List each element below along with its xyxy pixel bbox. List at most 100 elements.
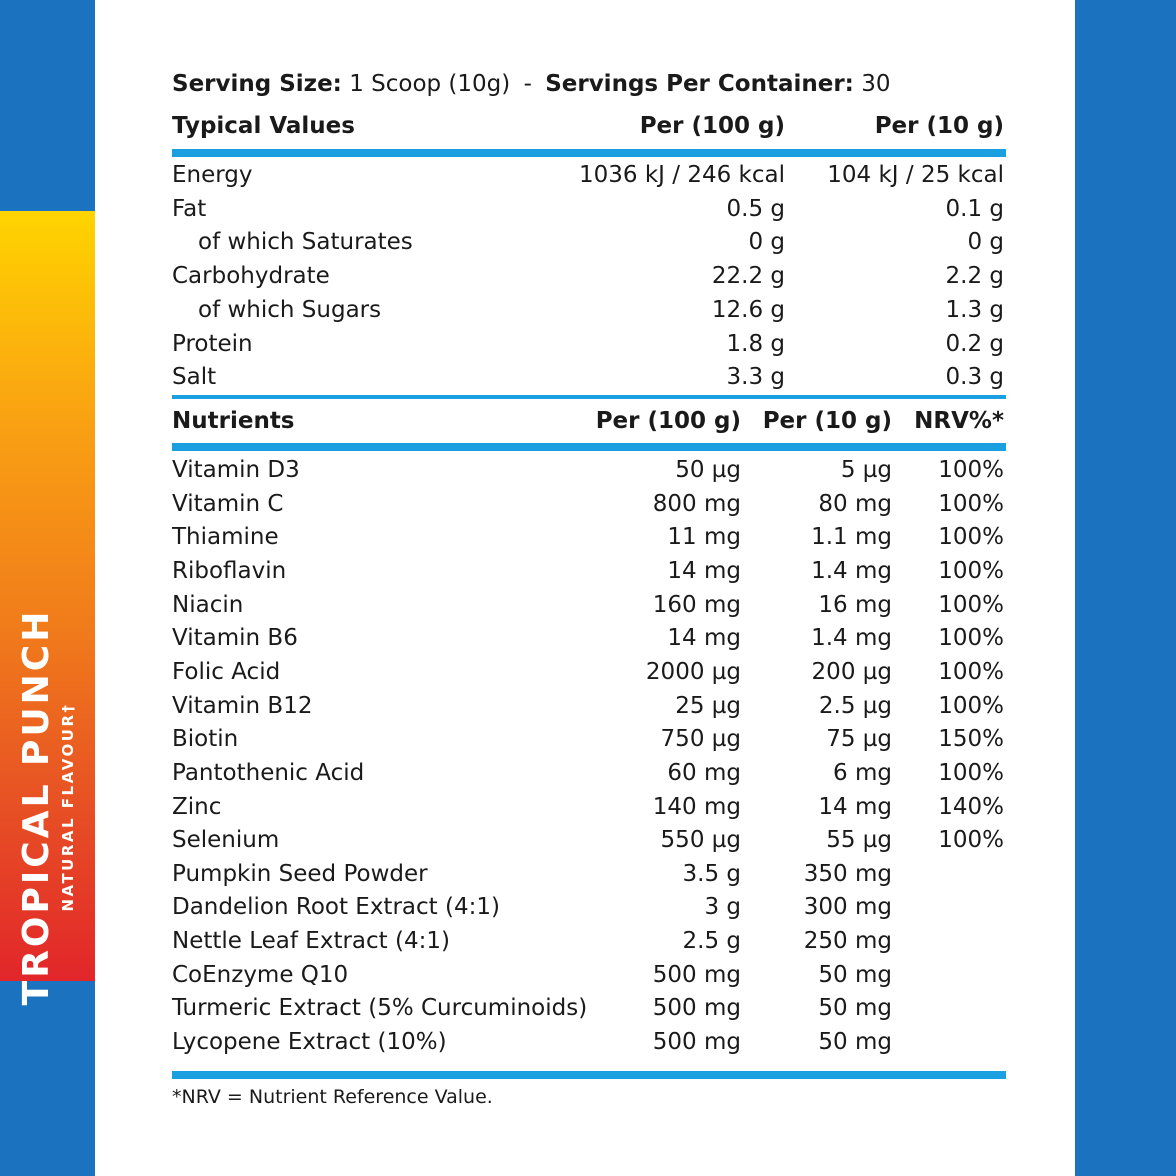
nutrient-row-per100: 160 mg [652, 591, 741, 618]
typical-row-per100: 0.5 g [726, 195, 786, 222]
nutrient-row: Selenium 550 µg 55 µg 100% [172, 823, 1006, 857]
nutrient-row-per100: 3.5 g [682, 860, 742, 887]
typical-row-per100: 22.2 g [711, 263, 785, 290]
typical-row-per10: 0 g [967, 229, 1004, 256]
nutrient-row-per100: 2.5 g [682, 928, 742, 955]
nutrient-row-per100: 500 mg [652, 961, 741, 988]
nutrient-row-per100: 25 µg [675, 692, 741, 719]
nutrient-row: Folic Acid 2000 µg 200 µg 100% [172, 655, 1006, 689]
nutrient-row-per100: 50 µg [675, 457, 741, 483]
nutrient-row-name: Riboflavin [172, 557, 287, 584]
nutrient-row-nrv: 100% [938, 557, 1004, 584]
nutrient-row: Lycopene Extract (10%) 500 mg 50 mg [172, 1025, 1006, 1059]
nutrient-row: Dandelion Root Extract (4:1) 3 g 300 mg [172, 890, 1006, 924]
typical-row-name: Fat [172, 195, 207, 222]
typical-row: Salt 3.3 g 0.3 g [172, 360, 1006, 394]
typical-header-name: Typical Values [172, 113, 355, 139]
typical-row-per100: 1.8 g [726, 330, 786, 357]
nutrient-row-per10: 14 mg [818, 793, 892, 820]
nutrient-row-name: Dandelion Root Extract (4:1) [172, 894, 500, 921]
nutrient-row-nrv: 100% [938, 625, 1004, 652]
typical-row-per10: 0.1 g [945, 195, 1005, 222]
nutrient-row-per10: 250 mg [803, 928, 892, 955]
nutrient-row-nrv: 100% [938, 759, 1004, 786]
typical-row-per100: 12.6 g [711, 296, 785, 323]
nutrient-row-per10: 350 mg [803, 860, 892, 887]
typical-row-name: Protein [172, 330, 253, 357]
nutrient-row-name: Niacin [172, 591, 244, 618]
nutrient-row-nrv: 100% [938, 524, 1004, 551]
nutrient-row: Turmeric Extract (5% Curcuminoids) 500 mg… [172, 991, 1006, 1025]
nutrients-header-rule [172, 443, 1006, 451]
typical-row-name: Carbohydrate [172, 263, 330, 290]
nutrient-row: Riboflavin 14 mg 1.4 mg 100% [172, 554, 1006, 588]
nutrient-row: Thiamine 11 mg 1.1 mg 100% [172, 520, 1006, 554]
nutrient-row: Vitamin B12 25 µg 2.5 µg 100% [172, 689, 1006, 723]
nutrient-row-per100: 14 mg [667, 625, 741, 652]
nutrient-row-per10: 1.1 mg [811, 524, 892, 551]
nrv-footnote: *NRV = Nutrient Reference Value. [172, 1086, 493, 1108]
typical-header-per100: Per (100 g) [639, 113, 785, 139]
nutrient-row-nrv: 150% [938, 726, 1004, 753]
typical-row-per10: 0.3 g [945, 364, 1005, 391]
nutrient-row-per10: 2.5 µg [818, 692, 892, 719]
nutrient-row-name: Selenium [172, 827, 280, 854]
nutrient-row-per100: 11 mg [667, 524, 741, 551]
nutrient-row: Pumpkin Seed Powder 3.5 g 350 mg [172, 857, 1006, 891]
nutrient-row-per10: 5 µg [840, 457, 892, 483]
nutrient-row-name: Nettle Leaf Extract (4:1) [172, 928, 450, 955]
nutrient-row-name: Thiamine [172, 524, 279, 551]
nutrient-row-name: Pumpkin Seed Powder [172, 860, 428, 887]
nutrient-row: Pantothenic Acid 60 mg 6 mg 100% [172, 756, 1006, 790]
nutrient-row: CoEnzyme Q10 500 mg 50 mg [172, 958, 1006, 992]
serving-size-value: 1 Scoop (10g) [349, 71, 511, 97]
typical-header-per10: Per (10 g) [874, 113, 1004, 139]
nutrient-row: Vitamin D3 50 µg 5 µg 100% [172, 453, 1006, 487]
nutrient-row-name: Vitamin B6 [172, 625, 298, 652]
nutrient-row-per10: 50 mg [818, 961, 892, 988]
nutrient-row-per100: 550 µg [660, 827, 741, 854]
nutrient-row-per10: 55 µg [826, 827, 892, 854]
nutrition-panel: Serving Size: 1 Scoop (10g) - Servings P… [172, 0, 1006, 1176]
nutrient-row: Nettle Leaf Extract (4:1) 2.5 g 250 mg [172, 924, 1006, 958]
flavour-name: TROPICAL PUNCH [16, 608, 57, 1006]
nutrients-header-name: Nutrients [172, 408, 295, 434]
typical-row-name: of which Saturates [198, 229, 413, 256]
serving-size-label: Serving Size: [172, 71, 342, 97]
flavour-label: TROPICAL PUNCH NATURAL FLAVOUR† [16, 609, 78, 1006]
nutrient-row-per100: 500 mg [652, 995, 741, 1022]
nutrients-header-per100: Per (100 g) [595, 408, 741, 434]
typical-row-per10: 104 kJ / 25 kcal [827, 162, 1004, 188]
nutrient-row-per10: 50 mg [818, 995, 892, 1022]
nutrient-row: Niacin 160 mg 16 mg 100% [172, 588, 1006, 622]
typical-header-rule [172, 149, 1006, 157]
flavour-band: TROPICAL PUNCH NATURAL FLAVOUR† [0, 211, 95, 1005]
typical-row: Energy 1036 kJ / 246 kcal 104 kJ / 25 kcal [172, 158, 1006, 192]
nutrients-header-nrv: NRV%* [914, 408, 1004, 434]
typical-row-name: Salt [172, 364, 217, 391]
nutrient-row-per100: 60 mg [667, 759, 741, 786]
nutrient-row-name: Pantothenic Acid [172, 759, 365, 786]
nutrient-row-nrv: 100% [938, 692, 1004, 719]
nutrient-row-name: Turmeric Extract (5% Curcuminoids) [172, 995, 588, 1022]
nutrients-header-per10: Per (10 g) [762, 408, 892, 434]
nutrient-row-per10: 75 µg [826, 726, 892, 753]
nutrient-row-name: Zinc [172, 793, 222, 820]
typical-row: of which Sugars 12.6 g 1.3 g [172, 293, 1006, 327]
nutrient-row-per100: 800 mg [652, 490, 741, 517]
flavour-subtitle: NATURAL FLAVOUR† [59, 702, 77, 912]
nutrient-row-per10: 80 mg [818, 490, 892, 517]
nutrient-row-nrv: 100% [938, 827, 1004, 854]
nutrient-row-nrv: 100% [938, 457, 1004, 483]
typical-row-name: of which Sugars [198, 296, 382, 323]
typical-row: Carbohydrate 22.2 g 2.2 g [172, 259, 1006, 293]
nutrient-row-nrv: 100% [938, 591, 1004, 618]
nutrient-row: Biotin 750 µg 75 µg 150% [172, 722, 1006, 756]
nutrient-row-per100: 2000 µg [645, 658, 741, 685]
nutrient-row: Vitamin C 800 mg 80 mg 100% [172, 487, 1006, 521]
nutrient-row-name: Vitamin D3 [172, 457, 300, 483]
nutrient-row-nrv: 140% [938, 793, 1004, 820]
right-side-panel [1075, 0, 1176, 1176]
nutrient-row-name: Lycopene Extract (10%) [172, 1029, 447, 1056]
nutrient-row-nrv: 100% [938, 658, 1004, 685]
